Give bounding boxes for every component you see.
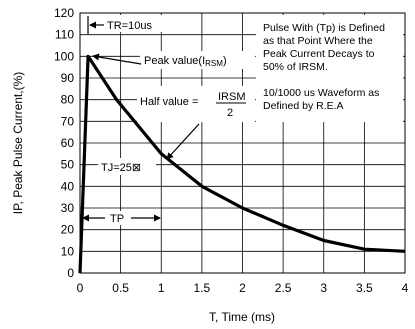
x-tick-label: 4 [402,281,409,295]
tp-label-box [106,211,130,225]
tj-label-box [98,158,156,175]
y-tick-label: 30 [61,201,75,215]
y-tick-labels: 0 10 20 30 40 50 60 70 80 90 100 110 120 [54,6,74,280]
notes-box [256,15,403,122]
x-tick-label: 0 [77,281,84,295]
y-tick-label: 120 [54,6,74,20]
y-tick-label: 40 [61,179,75,193]
y-tick-label: 50 [61,158,75,172]
x-tick-label: 1.5 [194,281,211,295]
y-tick-label: 60 [61,136,75,150]
x-tick-labels: 0 0.5 1 1.5 2 2.5 3 3.5 4 [77,281,409,295]
x-axis-title: T, Time (ms) [209,310,275,324]
note1-line4: 50% of IRSM. [263,61,328,73]
note2-line2: Defined by R.E.A [263,100,344,112]
half-arrow [166,123,200,160]
y-tick-label: 10 [61,244,75,258]
half-fraction-numerator: IRSM [218,91,246,103]
note1-line1: Pulse With (Tp) is Defined [263,22,385,34]
tr-label-box [104,15,182,32]
half-label: Half value = [140,96,198,108]
x-tick-label: 1 [158,281,165,295]
plot-frame [79,12,406,274]
tr-label: TR=10us [107,20,152,32]
y-tick-label: 70 [61,114,75,128]
peak-arrow [92,53,142,65]
half-fraction-denominator: 2 [227,107,233,119]
half-label-box [137,86,255,122]
x-tick-label: 2 [239,281,246,295]
x-tick-label: 3 [320,281,327,295]
note2-line1: 10/1000 us Waveform as [263,87,379,99]
y-tick-label: 100 [54,49,74,63]
note1-line2: as that Point Where the [263,35,373,47]
y-tick-label: 90 [61,71,75,85]
y-tick-label: 80 [61,93,75,107]
y-axis-title: IP, Peak Pulse Current,(%) [11,72,25,215]
tp-label: TP [110,213,124,225]
tj-symbol: ⊠ [132,162,141,174]
note1-line3: Peak Current Decays to [263,48,375,60]
x-tick-label: 2.5 [275,281,292,295]
y-tick-label: 110 [55,28,74,42]
x-tick-label: 3.5 [356,281,373,295]
tj-label: TJ=25⊠ [101,162,141,174]
y-tick-label: 0 [67,266,74,280]
peak-label: Peak value(IRSM) [144,55,227,68]
x-tick-label: 0.5 [112,281,129,295]
y-tick-label: 20 [61,223,75,237]
peak-label-box [140,51,255,69]
series-line [78,54,406,274]
